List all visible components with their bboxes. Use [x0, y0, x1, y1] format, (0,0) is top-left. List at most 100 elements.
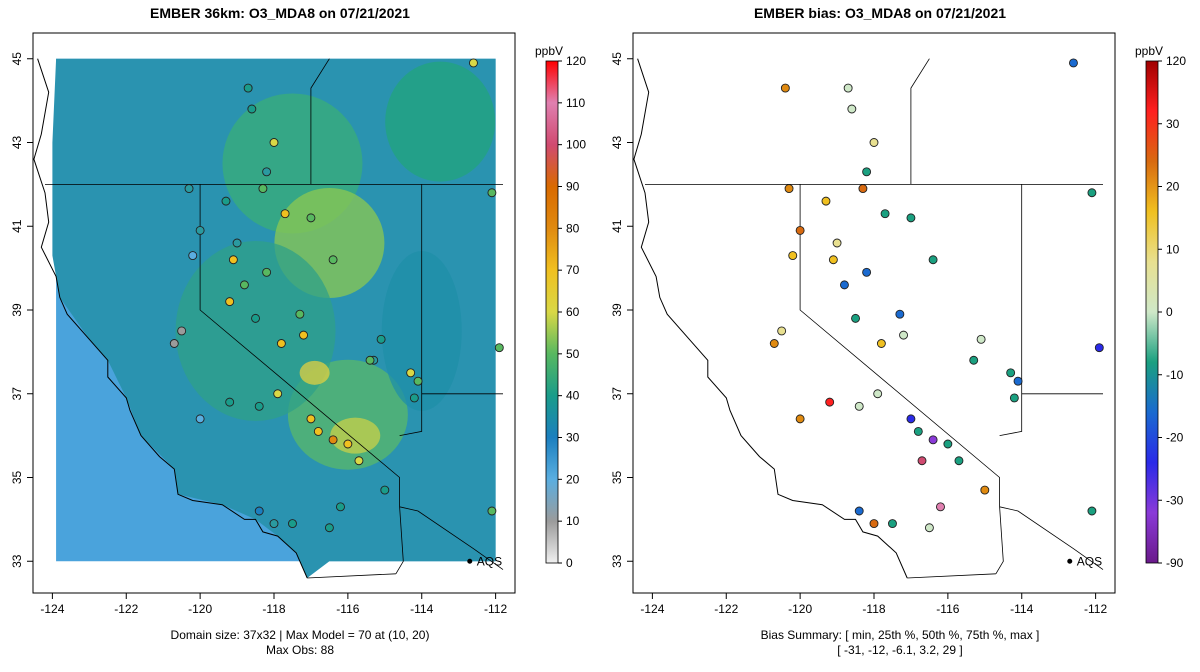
observation-site — [225, 297, 235, 307]
aqs-marker-label: AQS — [477, 554, 502, 568]
observation-site — [409, 393, 419, 403]
observation-site — [487, 188, 497, 198]
bias-map-frame: AQS -124 -122 -120 -118 -116 -114 -112 33 35 37 39 4… — [610, 32, 1116, 616]
observation-site — [225, 397, 235, 407]
model-field-patch — [385, 61, 496, 182]
observation-site — [295, 309, 305, 319]
bias-footer-line2: [ -31, -12, -6.1, 3.2, 29 ] — [837, 643, 963, 657]
state-border — [310, 58, 330, 185]
model-field-patch — [330, 417, 381, 454]
x-tick-label: -120 — [188, 602, 212, 616]
colorbar-tick-label: 20 — [1166, 180, 1180, 194]
bias-observation-site — [784, 184, 794, 194]
observation-site — [188, 251, 198, 261]
bias-observation-site — [888, 519, 897, 529]
observation-site — [406, 368, 416, 378]
observation-site — [306, 414, 316, 424]
observation-site — [254, 506, 264, 516]
x-tick-label: -116 — [336, 602, 359, 616]
bias-observation-site — [1009, 393, 1019, 403]
bias-observation-site — [899, 330, 908, 340]
observation-site — [273, 389, 283, 399]
colorbar-tick-label: 80 — [566, 221, 580, 235]
bias-observation-site — [788, 251, 798, 261]
bias-observation-site — [1069, 58, 1078, 68]
y-tick-label: 37 — [610, 387, 624, 401]
bias-observation-site — [825, 397, 835, 407]
bias-observation-site — [869, 138, 879, 147]
observation-site — [269, 138, 279, 147]
observation-site — [343, 439, 353, 449]
y-tick-label: 45 — [610, 52, 624, 66]
observation-site — [324, 523, 334, 533]
bias-observation-site — [862, 267, 872, 277]
bias-observation-site — [869, 519, 879, 529]
state-border — [199, 184, 404, 575]
colorbar-tick-label: 70 — [566, 263, 580, 277]
observation-site — [232, 238, 242, 248]
observation-site — [195, 225, 205, 235]
bias-observation-site — [854, 401, 864, 411]
observation-site — [376, 334, 386, 344]
bias-observation-site — [936, 502, 945, 512]
x-tick-label: -122 — [114, 602, 138, 616]
colorbar-tick-label: 100 — [566, 138, 586, 152]
bias-observation-site — [976, 334, 986, 344]
observation-site — [328, 255, 338, 265]
bias-observation-site — [969, 355, 979, 365]
coastline — [33, 58, 308, 579]
observation-site — [288, 519, 297, 529]
colorbar-tick-label: 60 — [566, 305, 580, 319]
bias-observation-site — [906, 213, 916, 223]
model-colorbar-unit: ppbV — [535, 44, 564, 58]
x-tick-label: -112 — [1084, 602, 1107, 616]
bias-observation-site — [980, 485, 990, 495]
observation-site — [269, 519, 279, 529]
colorbar-tick-label: 0 — [1166, 305, 1173, 319]
observation-site — [169, 339, 179, 348]
y-tick-label: 41 — [10, 219, 24, 233]
bias-map: AQS -124 -122 -120 -118 -116 -114 -112 33 35 37 39 4… — [610, 32, 1116, 616]
y-tick-label: 43 — [610, 136, 624, 150]
bias-observation-site — [780, 83, 790, 93]
y-tick-label: 39 — [10, 303, 24, 317]
bias-footer-line1: Bias Summary: [ min, 25th %, 50th %, 75t… — [760, 628, 1040, 642]
y-tick-label: 45 — [10, 52, 24, 66]
bias-observation-site — [906, 414, 916, 424]
observation-site — [313, 426, 323, 436]
observation-site — [276, 339, 286, 348]
bias-observation-site — [880, 209, 890, 219]
model-footer-line2: Max Obs: 88 — [265, 643, 335, 657]
x-tick-label: -120 — [788, 602, 812, 616]
colorbar-tick-label: 10 — [566, 514, 580, 528]
bias-observation-site — [828, 255, 838, 265]
observation-site — [365, 355, 375, 365]
aqs-marker-dot — [1067, 558, 1073, 564]
y-tick-label: 33 — [10, 554, 24, 568]
x-tick-label: -124 — [40, 602, 64, 616]
bias-observation-site — [777, 326, 787, 336]
bias-observation-site — [1087, 506, 1097, 516]
observation-site — [262, 167, 272, 177]
bias-observation-site — [854, 506, 864, 516]
x-tick-label: -114 — [410, 602, 433, 616]
bias-observation-site — [928, 255, 938, 265]
model-map: AQS -124 -122 -120 -118 -116 -114 -112 33 35 37 39 4… — [10, 32, 516, 616]
model-panel: EMBER 36km: O3_MDA8 on 07/21/2021 AQS -12… — [10, 5, 586, 657]
observation-site — [177, 326, 187, 336]
bias-panel: EMBER bias: O3_MDA8 on 07/21/2021 AQS -12… — [600, 0, 1200, 672]
observation-site — [306, 213, 316, 223]
colorbar-tick-label: 90 — [566, 180, 580, 194]
state-border — [399, 184, 423, 436]
observation-site — [247, 104, 257, 114]
colorbar-tick-label: 30 — [1166, 117, 1180, 131]
observation-site — [328, 435, 338, 445]
colorbar-tick-label: -30 — [1166, 493, 1184, 507]
bias-observation-site — [851, 313, 860, 323]
bias-observation-site — [895, 309, 905, 319]
bias-observation-site — [913, 426, 923, 436]
bias-observation-site — [862, 167, 872, 177]
y-tick-label: 41 — [610, 219, 624, 233]
colorbar-tick-label: 50 — [566, 347, 580, 361]
observation-site — [258, 184, 268, 194]
